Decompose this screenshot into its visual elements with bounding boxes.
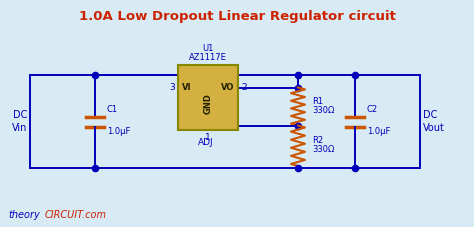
Text: R1: R1 [312, 97, 323, 106]
Text: 330Ω: 330Ω [312, 106, 334, 115]
Bar [178, 65, 238, 130]
Text: C2: C2 [367, 106, 378, 114]
Text: 1: 1 [205, 133, 211, 142]
Text: R2: R2 [312, 136, 323, 145]
Text: DC
Vout: DC Vout [423, 110, 445, 133]
Text: 330Ω: 330Ω [312, 145, 334, 154]
Text: 1.0μF: 1.0μF [367, 128, 391, 136]
Text: U1: U1 [202, 44, 214, 53]
Text: ADJ: ADJ [198, 138, 214, 147]
Text: VI: VI [182, 83, 191, 92]
Text: 1.0μF: 1.0μF [107, 128, 130, 136]
Text: CIRCUIT.com: CIRCUIT.com [45, 210, 107, 220]
Text: GND: GND [203, 93, 212, 114]
Text: AZ1117E: AZ1117E [189, 53, 227, 62]
Text: VO: VO [220, 83, 234, 92]
Text: C1: C1 [107, 106, 118, 114]
Text: theory: theory [8, 210, 40, 220]
Text: 2: 2 [241, 83, 246, 92]
Text: DC
Vin: DC Vin [12, 110, 27, 133]
Text: 1.0A Low Dropout Linear Regulator circuit: 1.0A Low Dropout Linear Regulator circui… [79, 10, 395, 23]
Text: 3: 3 [169, 83, 175, 92]
